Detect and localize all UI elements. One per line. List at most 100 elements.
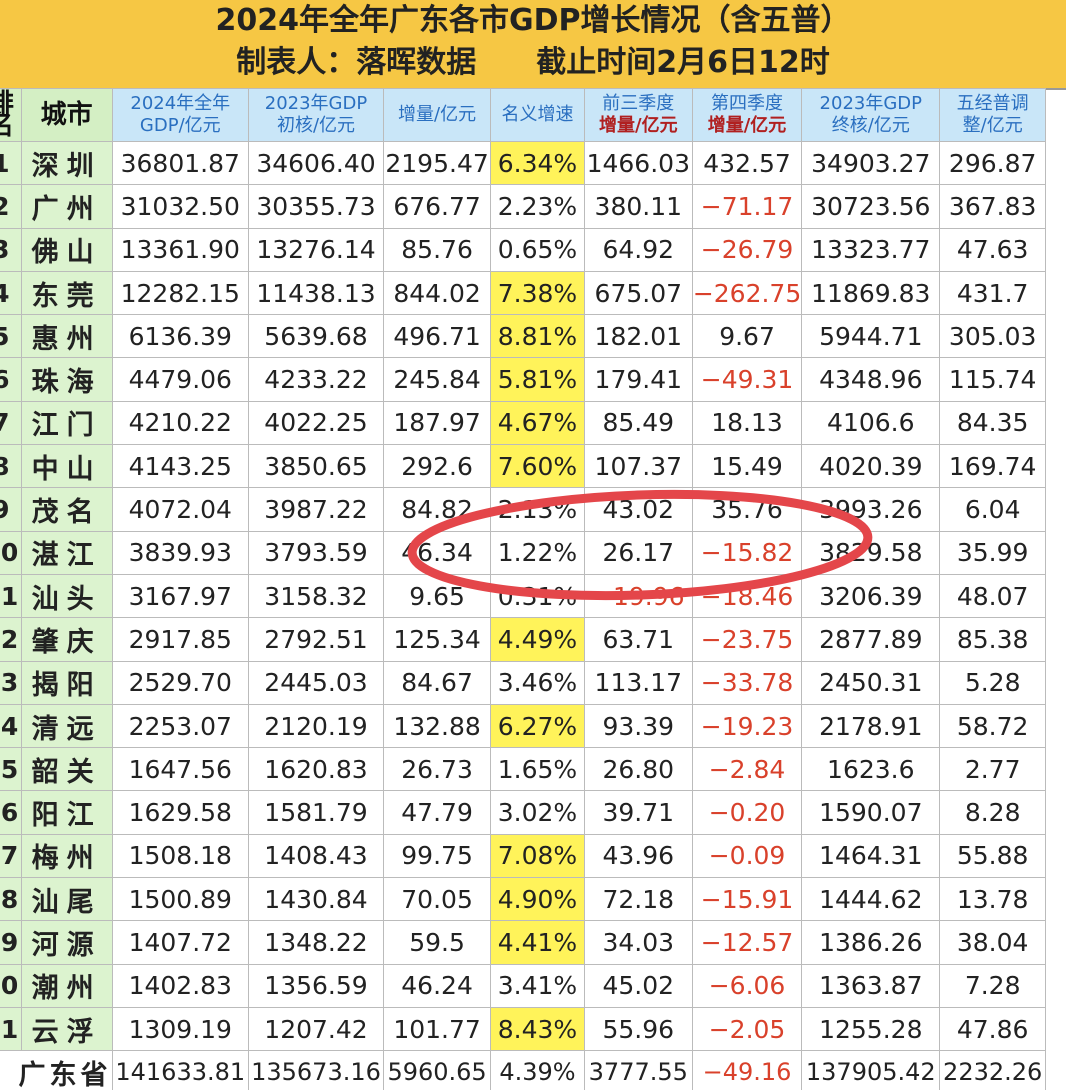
cell: 141633.81 <box>111 1050 250 1090</box>
cell: 132.88 <box>382 703 492 749</box>
cell: 云浮 <box>20 1006 113 1052</box>
gdp-table: 排名城市2024年全年GDP/亿元2023年GDP初核/亿元增量/亿元名义增速前… <box>0 88 1046 1090</box>
cell: 3987.22 <box>248 487 384 532</box>
cell: 47.86 <box>939 1006 1046 1052</box>
cell: 135673.16 <box>248 1050 384 1090</box>
header-line: 2024年全年 <box>130 93 231 114</box>
cell: −6.06 <box>691 963 803 1008</box>
cell: 2232.26 <box>939 1050 1046 1090</box>
cell: 19 <box>0 920 22 965</box>
cell: 5.81% <box>490 357 585 402</box>
cell: 101.77 <box>382 1006 492 1052</box>
cell: 1386.26 <box>801 920 941 965</box>
cell: 4348.96 <box>801 357 941 402</box>
cell: 6.34% <box>490 140 585 186</box>
cell: 4.90% <box>490 877 585 922</box>
cell: 125.34 <box>382 617 492 662</box>
cell: 43.02 <box>583 487 693 532</box>
cell: 1.22% <box>490 530 585 575</box>
cell: 江门 <box>20 400 113 446</box>
subtitle: 制表人：落晖数据 截止时间2月6日12时 <box>236 45 830 80</box>
cell: 广州 <box>20 184 113 229</box>
data-row: 7江门4210.224022.25187.974.67%85.4918.1341… <box>0 400 1046 446</box>
data-row: 18汕尾1500.891430.8470.054.90%72.18−15.911… <box>0 877 1046 922</box>
cell: 揭阳 <box>20 660 113 705</box>
cell: 2 <box>0 184 22 229</box>
cell: 9.65 <box>382 573 492 619</box>
total-row: 广东省 141633.81 135673.16 5960.65 4.39% 3777.55… <box>0 1050 1046 1090</box>
column-header: 五经普调 整/亿元 <box>939 88 1046 142</box>
cell: 1508.18 <box>111 833 250 879</box>
cell: 15 <box>0 747 22 792</box>
cell: 3850.65 <box>248 444 384 489</box>
cell: 305.03 <box>939 314 1046 359</box>
cell: 2450.31 <box>801 660 941 705</box>
data-row: 2广州31032.5030355.73676.772.23%380.11−71.… <box>0 184 1046 229</box>
header-line: GDP/亿元 <box>139 115 221 136</box>
column-header: 2024年全年 GDP/亿元 <box>111 88 250 142</box>
cell: 0.31% <box>490 573 585 619</box>
column-header: 名义增速 <box>490 88 585 142</box>
cell: 30723.56 <box>801 184 941 229</box>
cell: 64.92 <box>583 227 693 272</box>
header-line: 2023年GDP <box>264 93 368 114</box>
cell: 4 <box>0 270 22 316</box>
cell: 4143.25 <box>111 444 250 489</box>
header-line: 增量/亿元 <box>398 104 477 125</box>
cell: −0.09 <box>691 833 803 879</box>
cell: 2253.07 <box>111 703 250 749</box>
cell: 675.07 <box>583 270 693 316</box>
cell: −262.75 <box>691 270 803 316</box>
cell: 5960.65 <box>382 1050 492 1090</box>
cell: 8.28 <box>939 790 1046 835</box>
cell: 3158.32 <box>248 573 384 619</box>
cell: 3993.26 <box>801 487 941 532</box>
cell: 广东省 <box>0 1050 113 1090</box>
cell: 26.17 <box>583 530 693 575</box>
cell: 72.18 <box>583 877 693 922</box>
cell: 4020.39 <box>801 444 941 489</box>
cell: 35.99 <box>939 530 1046 575</box>
cell: 296.87 <box>939 140 1046 186</box>
cell: 8.43% <box>490 1006 585 1052</box>
cell: 1466.03 <box>583 140 693 186</box>
cell: 13.78 <box>939 877 1046 922</box>
cell: 3793.59 <box>248 530 384 575</box>
cell: 5944.71 <box>801 314 941 359</box>
column-header: 2023年GDP 初核/亿元 <box>248 88 384 142</box>
cell: 3839.93 <box>111 530 250 575</box>
cell: 46.34 <box>382 530 492 575</box>
data-row: 12肇庆2917.852792.51125.344.49%63.71−23.75… <box>0 617 1046 662</box>
cell: 1407.72 <box>111 920 250 965</box>
cell: 4.39% <box>490 1050 585 1090</box>
cell: 1.65% <box>490 747 585 792</box>
cell: 85.49 <box>583 400 693 446</box>
column-header: 前三季度 增量/亿元 <box>583 88 693 142</box>
header-line: 整/亿元 <box>962 115 1023 136</box>
cell: 13323.77 <box>801 227 941 272</box>
cell: 34.03 <box>583 920 693 965</box>
cell: −12.57 <box>691 920 803 965</box>
cell: 13 <box>0 660 22 705</box>
cell: 珠海 <box>20 357 113 402</box>
cell: 31032.50 <box>111 184 250 229</box>
column-header: 2023年GDP 终核/亿元 <box>801 88 941 142</box>
data-row: 9茂名4072.043987.2284.822.13%43.0235.76399… <box>0 487 1046 532</box>
cell: 12 <box>0 617 22 662</box>
cell: 2.77 <box>939 747 1046 792</box>
cell: 14 <box>0 703 22 749</box>
cell: 3.46% <box>490 660 585 705</box>
header-line: 名义增速 <box>501 104 574 125</box>
cell: 11 <box>0 573 22 619</box>
cell: 34606.40 <box>248 140 384 186</box>
cell: 9.67 <box>691 314 803 359</box>
cell: 113.17 <box>583 660 693 705</box>
cell: −15.82 <box>691 530 803 575</box>
cell: 36801.87 <box>111 140 250 186</box>
cell: 3777.55 <box>583 1050 693 1090</box>
cell: 676.77 <box>382 184 492 229</box>
cell: 1430.84 <box>248 877 384 922</box>
cell: 2529.70 <box>111 660 250 705</box>
cell: 2.13% <box>490 487 585 532</box>
data-row: 20潮州1402.831356.5946.243.41%45.02−6.0613… <box>0 963 1046 1008</box>
